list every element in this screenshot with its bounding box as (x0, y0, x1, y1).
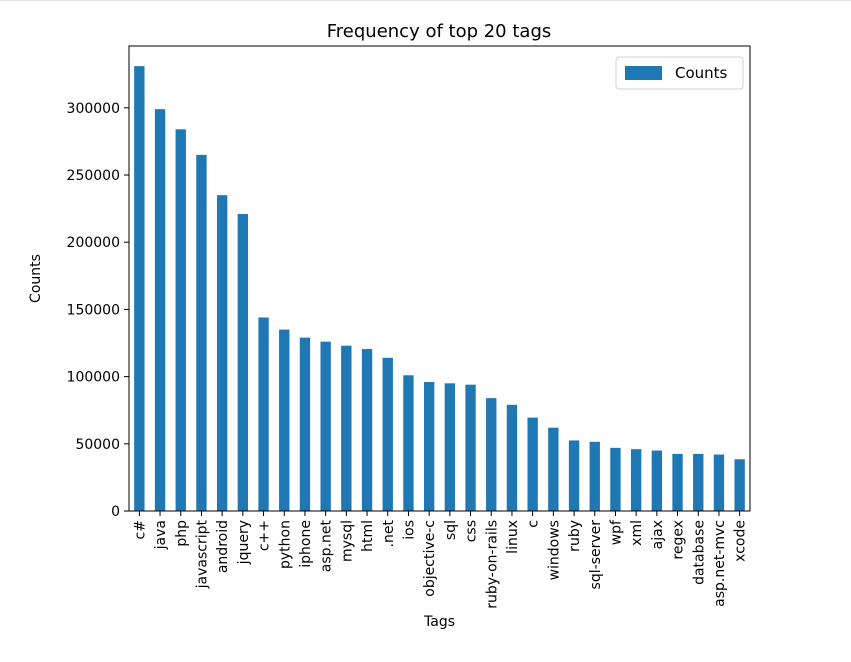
bar-iphone (299, 337, 311, 511)
bar-asp.net (320, 341, 331, 511)
bar-xcode (734, 459, 745, 511)
bar-php (175, 129, 186, 511)
bar-javascript (196, 154, 207, 511)
x-tick-label: ajax (650, 520, 666, 549)
top-divider (0, 0, 851, 1)
x-tick-label: sql (443, 520, 459, 540)
x-tick-label: c (526, 520, 542, 528)
bar-ruby (568, 440, 580, 511)
bar-ruby-on-rails (486, 398, 497, 511)
y-tick-label: 100000 (67, 370, 120, 386)
x-axis-label: Tags (423, 614, 455, 630)
x-tick-label: asp.net-mvc (712, 520, 728, 607)
x-tick-label: mysql (339, 520, 355, 562)
plot-frame (128, 45, 751, 512)
x-tick-label: database (691, 520, 707, 585)
bar-sql-server (589, 441, 600, 511)
x-tick-label: xml (629, 520, 645, 546)
bar-html (361, 349, 373, 511)
bar-xml (630, 449, 642, 511)
x-axis: c# java php javascript android jquery c++ pytho… (132, 511, 749, 609)
bar-database (693, 453, 704, 511)
y-tick-label: 0 (111, 504, 120, 520)
x-tick-label: ruby (567, 520, 583, 552)
y-tick-label: 300000 (67, 101, 120, 117)
x-tick-label: linux (505, 520, 521, 554)
x-tick-label: .net (381, 520, 397, 548)
bar-c# (134, 66, 145, 511)
x-tick-label: regex (671, 520, 687, 560)
x-tick-label: css (464, 520, 480, 542)
bar-java (154, 109, 166, 512)
x-tick-label: sql-server (588, 520, 604, 590)
x-tick-label: javascript (194, 520, 210, 590)
x-tick-label: objective-c (422, 520, 438, 597)
x-tick-label: windows (546, 520, 562, 580)
y-axis-label: Counts (28, 254, 44, 303)
x-tick-label: jquery (236, 520, 252, 565)
legend-swatch (625, 66, 662, 80)
bar-mysql (341, 345, 352, 511)
bar-objective-c (423, 381, 435, 511)
y-axis: 0 50000 100000 150000 200000 250000 300000 (67, 101, 129, 520)
legend-label: Counts (675, 64, 728, 82)
bar-asp.net-mvc (713, 454, 725, 511)
bar-python (279, 329, 290, 511)
legend: Counts (615, 56, 744, 90)
chart-title: Frequency of top 20 tags (327, 21, 552, 42)
y-tick-label: 50000 (75, 437, 120, 453)
bar-c++ (258, 317, 269, 511)
x-tick-label: python (277, 520, 293, 569)
x-tick-label: ruby-on-rails (484, 520, 500, 609)
x-tick-label: ios (401, 520, 417, 540)
bar-jquery (237, 213, 249, 511)
x-tick-label: c# (132, 520, 148, 539)
x-tick-label: wpf (608, 519, 624, 545)
bar-windows (548, 427, 559, 511)
x-tick-label: c++ (257, 520, 273, 551)
bar-ajax (651, 450, 663, 511)
bar-regex (672, 453, 683, 511)
x-tick-label: php (174, 520, 190, 547)
legend-box (615, 56, 744, 90)
bar-ios (403, 375, 414, 511)
x-tick-label: html (360, 520, 376, 552)
bar-linux (506, 404, 518, 511)
x-tick-label: android (215, 520, 231, 573)
bar-sql (444, 383, 456, 511)
bar-android (216, 195, 228, 511)
x-tick-label: asp.net (319, 519, 335, 572)
bar-c (527, 417, 538, 511)
x-tick-label: java (153, 520, 169, 550)
y-tick-label: 200000 (67, 235, 120, 251)
bar-wpf (610, 447, 621, 511)
y-tick-label: 150000 (67, 302, 120, 318)
y-tick-label: 250000 (67, 168, 120, 184)
bars-group (134, 66, 745, 512)
bar-css (465, 384, 476, 511)
x-tick-label: iphone (298, 520, 314, 568)
x-tick-label: xcode (733, 520, 749, 562)
bar-.net (382, 357, 393, 511)
